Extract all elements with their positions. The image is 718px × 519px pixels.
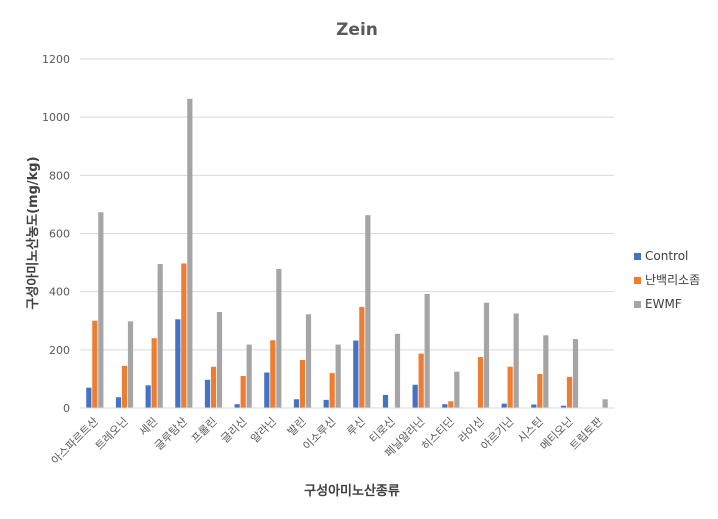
bar-난백리소좀-루신 [359,307,365,408]
bar-난백리소좀-발린 [299,360,306,408]
bar-난백리소좀-이소루신 [329,373,335,408]
x-tick-label: 트립토판 [567,415,605,453]
bar-EWMF-글리신 [246,344,252,408]
bar-난백리소좀-글리신 [240,376,246,408]
bar-EWMF-이소루신 [335,344,341,408]
bar-Control-히스티딘 [442,404,448,408]
bar-Control-글루탐산 [175,319,181,408]
y-axis-label: 구성아미노산농도(mg/kg) [25,156,41,309]
bar-Control-세린 [145,385,151,408]
gridlines [80,58,614,351]
x-tick-label: 프롤린 [189,415,220,446]
y-tick-label: 1000 [42,111,70,124]
legend-label-2: EWMF [645,297,682,311]
legend: Control 난백리소좀 EWMF [634,249,700,311]
bar-EWMF-라이신 [483,302,490,408]
bar-Control-루신 [353,340,359,408]
bar-EWMF-글루탐산 [187,98,193,408]
x-tick-label: 트레오닌 [93,415,131,453]
bar-Control-시스틴 [531,404,537,408]
bar-난백리소좀-프롤린 [210,366,217,408]
bar-EWMF-트립토판 [602,399,608,408]
bar-Control-페닐알라닌 [412,384,418,408]
bar-Control-메티오닌 [560,405,567,408]
bar-난백리소좀-트레오닌 [121,365,128,408]
bar-Control-프롤린 [204,379,211,408]
legend-swatch-1 [634,277,641,284]
bar-EWMF-시스틴 [543,335,549,408]
y-axis-ticks: 0 200 400 600 800 1000 1200 [42,53,70,415]
x-tick-label: 아르기닌 [478,415,516,453]
bar-난백리소좀-시스틴 [537,373,543,408]
bar-Control-알라닌 [264,372,270,408]
x-axis-label: 구성아미노산종류 [304,483,400,499]
y-tick-label: 0 [63,402,70,415]
bar-난백리소좀-아르기닌 [507,366,513,408]
x-tick-label: 루신 [344,415,368,439]
x-tick-label: 세린 [137,415,161,439]
bar-EWMF-알라닌 [276,268,282,408]
x-tick-label: 글리신 [219,415,250,446]
chart-title: Zein [336,20,378,40]
bar-Control-아스파르트산 [86,387,92,408]
bar-Control-아르기닌 [501,403,507,408]
bar-EWMF-아르기닌 [513,313,519,408]
bar-EWMF-티로신 [394,333,401,408]
x-tick-label: 아스파르트산 [49,415,101,467]
x-tick-label: 이소루신 [300,415,338,453]
bar-EWMF-트레오닌 [127,321,134,408]
legend-swatch-2 [634,301,641,308]
bar-난백리소좀-세린 [151,338,157,408]
y-tick-label: 200 [49,344,70,357]
bar-EWMF-페닐알라닌 [424,293,430,408]
bar-난백리소좀-라이신 [477,357,484,408]
bar-EWMF-히스티딘 [454,371,460,408]
bar-Control-티로신 [382,394,389,408]
y-tick-label: 400 [49,286,70,299]
bar-Control-트레오닌 [115,397,122,408]
x-tick-label: 발린 [285,415,309,439]
bar-난백리소좀-메티오닌 [566,376,573,408]
bars [86,98,608,408]
bar-EWMF-아스파르트산 [98,212,104,408]
bar-Control-이소루신 [323,399,329,408]
legend-swatch-0 [634,253,641,260]
bar-EWMF-루신 [365,215,371,408]
bar-EWMF-세린 [157,264,163,408]
legend-label-1: 난백리소좀 [645,273,700,287]
bar-난백리소좀-히스티딘 [448,401,454,408]
x-tick-label: 히스티딘 [418,414,457,453]
bar-EWMF-메티오닌 [572,339,579,408]
bar-Control-발린 [293,399,300,408]
y-tick-label: 600 [49,228,70,241]
bar-EWMF-발린 [305,314,312,408]
x-tick-label: 알라닌 [248,414,279,445]
legend-label-0: Control [645,249,688,263]
bar-난백리소좀-아스파르트산 [92,320,98,408]
bar-난백리소좀-글루탐산 [181,263,187,408]
y-tick-label: 1200 [42,53,70,66]
x-tick-label: 글루탐산 [152,415,190,453]
bar-Control-글리신 [234,404,240,408]
bar-EWMF-프롤린 [216,312,223,408]
bar-난백리소좀-페닐알라닌 [418,353,424,408]
bar-난백리소좀-알라닌 [270,340,276,408]
y-tick-label: 800 [49,169,70,182]
